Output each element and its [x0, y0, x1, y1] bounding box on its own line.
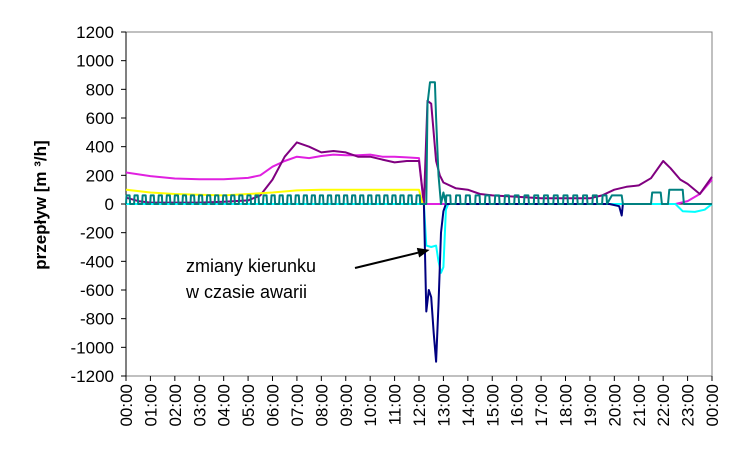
- x-tick-label: 00:00: [117, 384, 136, 427]
- series-line-1: [125, 99, 713, 205]
- series-line-2: [125, 188, 424, 205]
- y-tick-label: -600: [80, 281, 114, 300]
- x-tick-label: 08:00: [312, 384, 331, 427]
- x-tick-label: 03:00: [190, 384, 209, 427]
- y-tick-label: -200: [80, 224, 114, 243]
- x-tick-label: 19:00: [581, 384, 600, 427]
- x-tick-label: 06:00: [264, 384, 283, 427]
- y-tick-label: -400: [80, 252, 114, 271]
- x-tick-label: 17:00: [532, 384, 551, 427]
- x-tick-label: 22:00: [654, 384, 673, 427]
- series-line-5: [125, 81, 712, 205]
- x-tick-label: 01:00: [141, 384, 160, 427]
- y-tick-label: 400: [86, 138, 114, 157]
- x-tick-label: 00:00: [703, 384, 722, 427]
- y-axis-label: przepływ [m ³/h]: [31, 140, 50, 269]
- annotation-line-2: w czasie awarii: [185, 282, 307, 302]
- y-tick-label: -1200: [71, 367, 114, 386]
- x-tick-label: 18:00: [557, 384, 576, 427]
- y-tick-label: -800: [80, 310, 114, 329]
- x-tick-label: 11:00: [386, 384, 405, 425]
- x-tick-label: 02:00: [166, 384, 185, 427]
- annotation-arrowhead: [416, 247, 430, 258]
- x-tick-label: 04:00: [215, 384, 234, 427]
- series-line-4: [422, 203, 624, 363]
- x-tick-label: 14:00: [459, 384, 478, 427]
- y-tick-label: 800: [86, 80, 114, 99]
- y-tick-label: 0: [105, 195, 114, 214]
- x-tick-label: 23:00: [679, 384, 698, 427]
- x-tick-label: 13:00: [434, 384, 453, 427]
- x-tick-label: 21:00: [630, 384, 649, 427]
- x-tick-label: 15:00: [483, 384, 502, 427]
- y-axis-title: przepływ [m ³/h]: [31, 140, 50, 269]
- x-tick-label: 16:00: [508, 384, 527, 427]
- y-tick-labels: 1200 1000 800 600 400 200 0 -200 -400 -600 -800 -10…: [71, 23, 114, 386]
- x-tick-labels: 00:00 01:00 02:00 03:00 04:00 05:00 06:00 07:00…: [117, 384, 722, 427]
- series-group: [125, 81, 713, 363]
- series-line-3: [126, 203, 713, 274]
- y-tick-label: 1000: [76, 52, 114, 71]
- y-tick-label: 200: [86, 166, 114, 185]
- y-tick-label: 600: [86, 109, 114, 128]
- x-tick-label: 05:00: [239, 384, 258, 427]
- x-tick-label: 07:00: [288, 384, 307, 427]
- annotation-line-1: zmiany kierunku: [186, 256, 316, 276]
- annotation-arrow: [354, 251, 419, 269]
- x-tick-label: 12:00: [410, 384, 429, 427]
- y-tick-label: 1200: [76, 23, 114, 42]
- x-tick-label: 10:00: [361, 384, 380, 427]
- x-tick-label: 09:00: [337, 384, 356, 427]
- y-tick-label: -1000: [71, 338, 114, 357]
- annotation: zmiany kierunku w czasie awarii: [185, 247, 430, 302]
- x-tick-label: 20:00: [605, 384, 624, 427]
